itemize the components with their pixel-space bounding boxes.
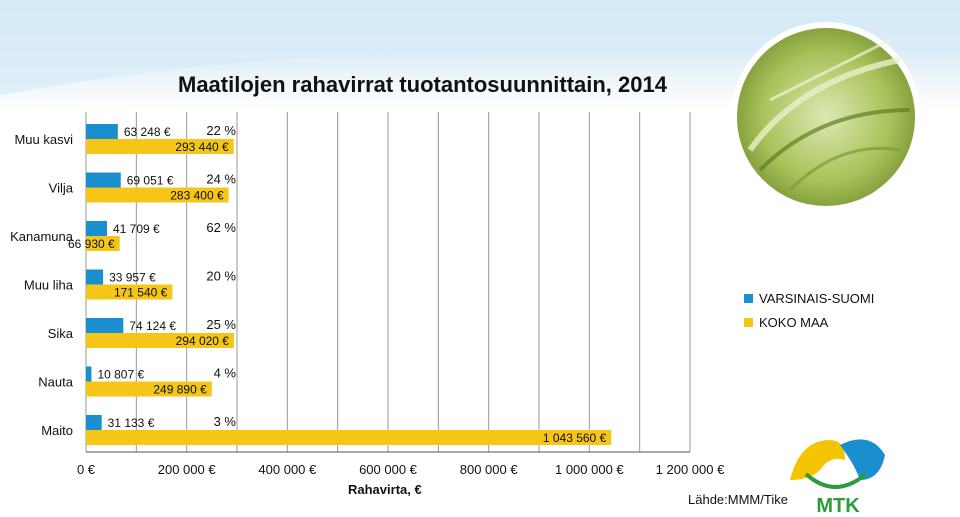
data-label-regional: 10 807 €: [97, 368, 144, 382]
data-label-regional: 74 124 €: [129, 319, 176, 333]
bar-regional: [86, 124, 118, 139]
gridlines: [85, 112, 691, 453]
legend-item-regional: VARSINAIS-SUOMI: [744, 286, 874, 310]
bar-national: [86, 430, 612, 445]
data-label-regional: 63 248 €: [124, 125, 171, 139]
category-labels: Muu kasvi Vilja Kanamuna Muu liha Sika Nauta M…: [10, 132, 74, 438]
x-tick-label: 1 000 000 €: [555, 462, 624, 477]
data-label-regional: 69 051 €: [127, 174, 174, 188]
wheat-photo-circle: [731, 22, 921, 212]
bars: [86, 124, 612, 445]
percentage-label: 22 %: [206, 123, 236, 138]
data-label-national: 293 440 €: [175, 140, 229, 154]
category-label: Kanamuna: [10, 229, 74, 244]
bar-regional: [86, 318, 124, 333]
bar-national: [86, 187, 229, 203]
legend-label-regional: VARSINAIS-SUOMI: [759, 290, 875, 306]
data-label-regional: 33 957 €: [109, 271, 156, 285]
data-label-regional: 31 133 €: [108, 416, 155, 430]
bar-national: [86, 236, 120, 251]
data-label-national: 249 890 €: [153, 383, 207, 397]
x-tick-label: 400 000 €: [258, 462, 317, 477]
percentage-label: 3 %: [214, 414, 237, 429]
x-tick-label: 200 000 €: [158, 462, 217, 477]
chart-title: Maatilojen rahavirrat tuotantosuunnittai…: [178, 72, 667, 97]
category-label: Sika: [48, 326, 74, 341]
category-label: Vilja: [49, 181, 74, 196]
data-label-regional: 41 709 €: [113, 222, 160, 236]
category-label: Muu liha: [24, 278, 74, 293]
source-note: Lähde:MMM/Tike: [688, 492, 788, 507]
data-label-national: 171 540 €: [114, 286, 168, 300]
bar-national: [86, 381, 212, 397]
percentage-label: 4 %: [214, 366, 237, 381]
data-label-national: 1 043 560 €: [543, 431, 607, 445]
category-label: Muu kasvi: [14, 132, 73, 147]
legend: VARSINAIS-SUOMI KOKO MAA: [744, 286, 874, 334]
mtk-logo: MTK: [790, 439, 885, 517]
bar-regional: [86, 221, 107, 236]
bar-regional: [86, 366, 92, 382]
x-axis-label: Rahavirta, €: [348, 482, 422, 497]
x-tick-label: 600 000 €: [359, 462, 418, 477]
data-label-national: 294 020 €: [176, 334, 230, 348]
legend-item-national: KOKO MAA: [744, 310, 874, 334]
bar-regional: [86, 415, 102, 430]
bar-national: [86, 333, 234, 348]
bar-regional: [86, 269, 104, 285]
x-tick-label: 1 200 000 €: [656, 462, 725, 477]
data-label-national: 283 400 €: [170, 189, 224, 203]
category-label: Nauta: [38, 375, 73, 390]
data-label-national: 66 930 €: [68, 237, 115, 251]
data-labels: 63 248 € 293 440 € 22 % 69 051 €283 400 € 24…: [68, 123, 607, 445]
bar-regional: [86, 172, 121, 188]
x-tick-labels: 0 € 200 000 € 400 000 € 600 000 € 800 000 € 1…: [77, 462, 725, 477]
x-tick-label: 800 000 €: [460, 462, 519, 477]
percentage-label: 20 %: [206, 269, 236, 284]
bar-national: [86, 139, 234, 154]
mtk-logo-text: MTK: [816, 495, 860, 517]
legend-label-national: KOKO MAA: [759, 314, 829, 330]
legend-swatch-regional: [744, 293, 753, 303]
bar-national: [86, 284, 173, 300]
percentage-label: 62 %: [206, 220, 236, 235]
percentage-label: 24 %: [206, 172, 236, 187]
category-label: Maito: [41, 423, 73, 438]
percentage-label: 25 %: [206, 317, 236, 332]
legend-swatch-national: [744, 317, 753, 327]
x-tick-label: 0 €: [77, 462, 96, 477]
